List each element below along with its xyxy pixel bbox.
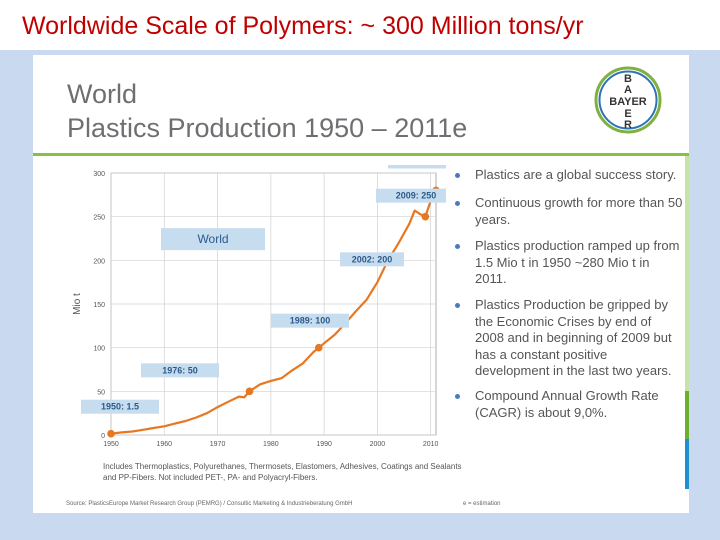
point-label-box [141,363,219,378]
point-label: 2011: ~280 [402,165,446,166]
point-label: 1976: 50 [162,365,198,375]
logo-word-bayer: BAYER [609,96,647,108]
data-point [314,343,323,352]
chart-footnote: Includes Thermoplastics, Polyurethanes, … [103,462,462,482]
title-bar: Worldwide Scale of Polymers: ~ 300 Milli… [0,0,720,50]
x-tick-label: 1960 [156,441,172,448]
chart-panel-title: World Plastics Production 1950 – 2011e [67,77,467,145]
logo-letter-r: R [624,119,632,131]
x-tick-label: 2010 [423,441,439,448]
bullet-item: Compound Annual Growth Rate (CAGR) is ab… [451,388,683,421]
source-note: Source: PlasticsEurope Market Research G… [66,501,353,507]
y-tick-label: 50 [97,389,105,396]
point-label-box [271,313,349,328]
y-tick-label: 200 [93,258,105,265]
bullet-item: Plastics are a global success story. [451,167,683,183]
x-tick-label: 1990 [316,441,332,448]
title-line-2: Plastics Production 1950 – 2011e [67,113,468,143]
point-label: 2002: 200 [352,254,393,264]
bullet-item: Plastics production ramped up from 1.5 M… [451,238,683,287]
right-accent-green [685,391,689,439]
estimation-note: e = estimation [463,501,501,507]
x-tick-label: 1980 [263,441,279,448]
series-label: World [197,232,228,246]
green-divider [33,153,689,156]
bullet-item: Plastics Production be gripped by the Ec… [451,297,683,379]
y-tick-label: 250 [93,215,105,222]
data-point [107,429,115,438]
bayer-logo: B A BAYER E R [594,66,662,134]
logo-letter-e: E [624,108,631,120]
logo-letter-b: B [624,73,632,85]
logo-letter-a: A [624,84,632,96]
slide-panel: World Plastics Production 1950 – 2011e B… [33,55,689,513]
bullet-list: Plastics are a global success story. Con… [451,167,683,421]
page-title: Worldwide Scale of Polymers: ~ 300 Milli… [22,12,584,40]
right-accent-light [685,156,689,446]
world-series-line [110,190,437,435]
data-point [421,212,430,221]
point-label-box [81,399,159,414]
y-tick-label: 100 [93,346,105,353]
y-tick-label: 150 [93,302,105,309]
y-tick-label: 300 [93,171,105,178]
point-label-box [340,252,404,267]
point-label: 1989: 100 [290,316,331,326]
right-accent-blue [685,439,689,489]
title-line-1: World [67,79,138,109]
production-chart: 0 50 100 150 200 250 300 1950 1960 1970 1980 1990 20… [72,165,446,448]
x-tick-label: 1950 [103,441,119,448]
point-label: 1950: 1.5 [101,402,139,412]
x-tick-label: 2000 [370,441,386,448]
bullet-item: Continuous growth for more than 50 years… [451,195,683,228]
x-tick-label: 1970 [210,441,226,448]
y-tick-label: 0 [101,433,105,440]
y-axis-label: Mio t [72,293,83,315]
point-label: 2009: 250 [396,191,437,201]
point-label-box [376,188,446,203]
point-label-box [388,165,446,169]
series-label-box [161,228,265,251]
data-point [245,387,254,396]
